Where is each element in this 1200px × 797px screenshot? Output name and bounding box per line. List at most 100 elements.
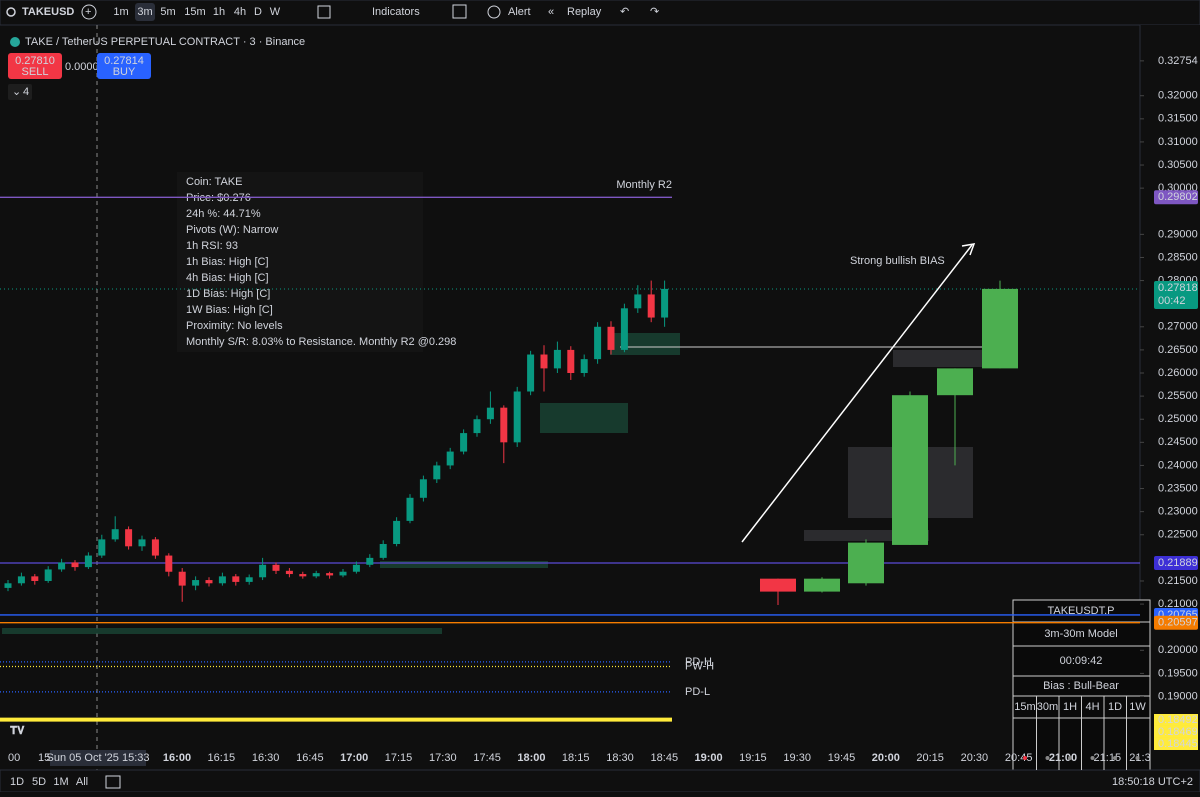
y-tick-label: 0.25000 [1158, 413, 1198, 425]
active-interval[interactable] [135, 3, 155, 21]
info-line: 1h Bias: High [C] [186, 256, 269, 268]
indicator-chevron[interactable]: ⌄ [12, 86, 21, 98]
y-tick-label: 0.24000 [1158, 459, 1198, 471]
zone [380, 561, 548, 568]
sell-price[interactable]: 0.27810 [15, 55, 55, 67]
search-icon[interactable] [6, 7, 16, 17]
toolbar [0, 0, 1200, 26]
x-tick-label: 17:15 [385, 752, 413, 764]
redo[interactable]: ↷ [650, 6, 659, 18]
x-tick-label: 20:45 [1005, 752, 1033, 764]
status-dot [1068, 756, 1072, 760]
interval[interactable]: 1h [213, 6, 225, 18]
indicators[interactable]: Indicators [372, 6, 420, 18]
candle-body [17, 576, 25, 584]
layouts-icon[interactable] [452, 4, 467, 19]
replay-icon[interactable]: « [548, 6, 554, 18]
status-dot [1135, 756, 1140, 760]
candle-body [500, 407, 508, 443]
interval[interactable]: W [270, 6, 281, 18]
candle-body [178, 571, 186, 586]
level-label: Monthly R2 [616, 179, 672, 191]
range-button[interactable]: 1D [10, 776, 24, 788]
candle-body [567, 349, 575, 374]
interval[interactable]: 15m [184, 6, 205, 18]
price-badge [1154, 615, 1198, 630]
y-tick-label: 0.31000 [1158, 136, 1198, 148]
x-tick-label: 19:30 [783, 752, 811, 764]
y-tick-label: 0.27000 [1158, 321, 1198, 333]
candle-body [259, 564, 267, 578]
indicator-toggle[interactable] [8, 84, 32, 100]
y-tick-label: 0.25500 [1158, 390, 1198, 402]
stacked-badge [1154, 713, 1198, 726]
alert[interactable]: Alert [508, 6, 531, 18]
alert-icon[interactable] [487, 5, 501, 19]
exchange-logo [10, 37, 20, 47]
htf-body [892, 395, 928, 545]
candle-body [366, 557, 374, 565]
candle-body [285, 570, 293, 575]
price-badge-label: 0.20597 [1158, 617, 1198, 629]
range-button[interactable]: All [76, 776, 88, 788]
y-tick-label: 0.31500 [1158, 113, 1198, 125]
sell-button[interactable] [8, 53, 62, 79]
replay[interactable]: Replay [567, 6, 602, 18]
level-label: PW-H [685, 660, 714, 672]
symbol[interactable]: TAKEUSD [22, 6, 74, 18]
stacked-badge-label: 0.18492 [1158, 714, 1198, 726]
candle-body [406, 497, 414, 521]
stacked-badge-label: 0.18445 [1158, 738, 1198, 750]
candle-body [111, 529, 119, 540]
x-tick-label: 20:15 [916, 752, 944, 764]
candle-body [473, 419, 481, 434]
table-timer: 00:09:42 [1060, 655, 1103, 667]
range-button[interactable]: 5D [32, 776, 46, 788]
chart-type-icon[interactable] [317, 5, 331, 19]
y-tick-label: 0.21500 [1158, 575, 1198, 587]
undo[interactable]: ↶ [620, 6, 629, 18]
interval[interactable]: 1m [113, 6, 128, 18]
x-tick-label: 16:00 [163, 752, 191, 764]
candle-body [620, 308, 628, 350]
annotation: Strong bullish BIAS [850, 255, 945, 267]
crosshair-time: Sun 05 Oct '25 15:33 [46, 752, 149, 764]
trend-arrow [741, 244, 973, 543]
buy-label[interactable]: BUY [113, 66, 136, 78]
interval[interactable]: 3m [137, 6, 152, 18]
footer [0, 769, 1200, 793]
indicator-count[interactable]: 4 [23, 86, 29, 98]
candle-body [580, 359, 588, 374]
info-line: Proximity: No levels [186, 320, 283, 332]
x-tick-label: 18:15 [562, 752, 590, 764]
candle-body [553, 349, 561, 369]
buy-price[interactable]: 0.27814 [104, 55, 144, 67]
y-tick-label: 0.32000 [1158, 90, 1198, 102]
y-tick-label: 0.26000 [1158, 367, 1198, 379]
y-tick-label: 0.22500 [1158, 529, 1198, 541]
candle-body [607, 326, 615, 350]
range-button[interactable]: 1M [53, 776, 68, 788]
sell-label[interactable]: SELL [22, 66, 49, 78]
htf-body [804, 578, 840, 592]
info-line: 1D Bias: High [C] [186, 288, 270, 300]
plus-icon[interactable]: + [85, 6, 91, 18]
x-tick-label: 21:00 [1049, 752, 1077, 764]
candle-body [513, 391, 521, 443]
candle-body [446, 451, 454, 466]
countdown: 00:42 [1158, 295, 1186, 307]
arrow-head [961, 243, 976, 256]
candle-body [192, 580, 200, 586]
x-tick-label: 17:45 [473, 752, 501, 764]
candle-body [71, 562, 79, 568]
status-dot [1023, 756, 1027, 760]
buy-button[interactable] [97, 53, 151, 79]
interval[interactable]: 5m [160, 6, 175, 18]
date-range-icon[interactable] [105, 775, 121, 789]
interval[interactable]: 4h [234, 6, 246, 18]
interval[interactable]: D [254, 6, 262, 18]
logo: 𝐓𝐕 [10, 725, 25, 737]
htf-body [760, 578, 796, 592]
add-symbol[interactable] [81, 4, 97, 20]
price-badge [1154, 190, 1198, 205]
